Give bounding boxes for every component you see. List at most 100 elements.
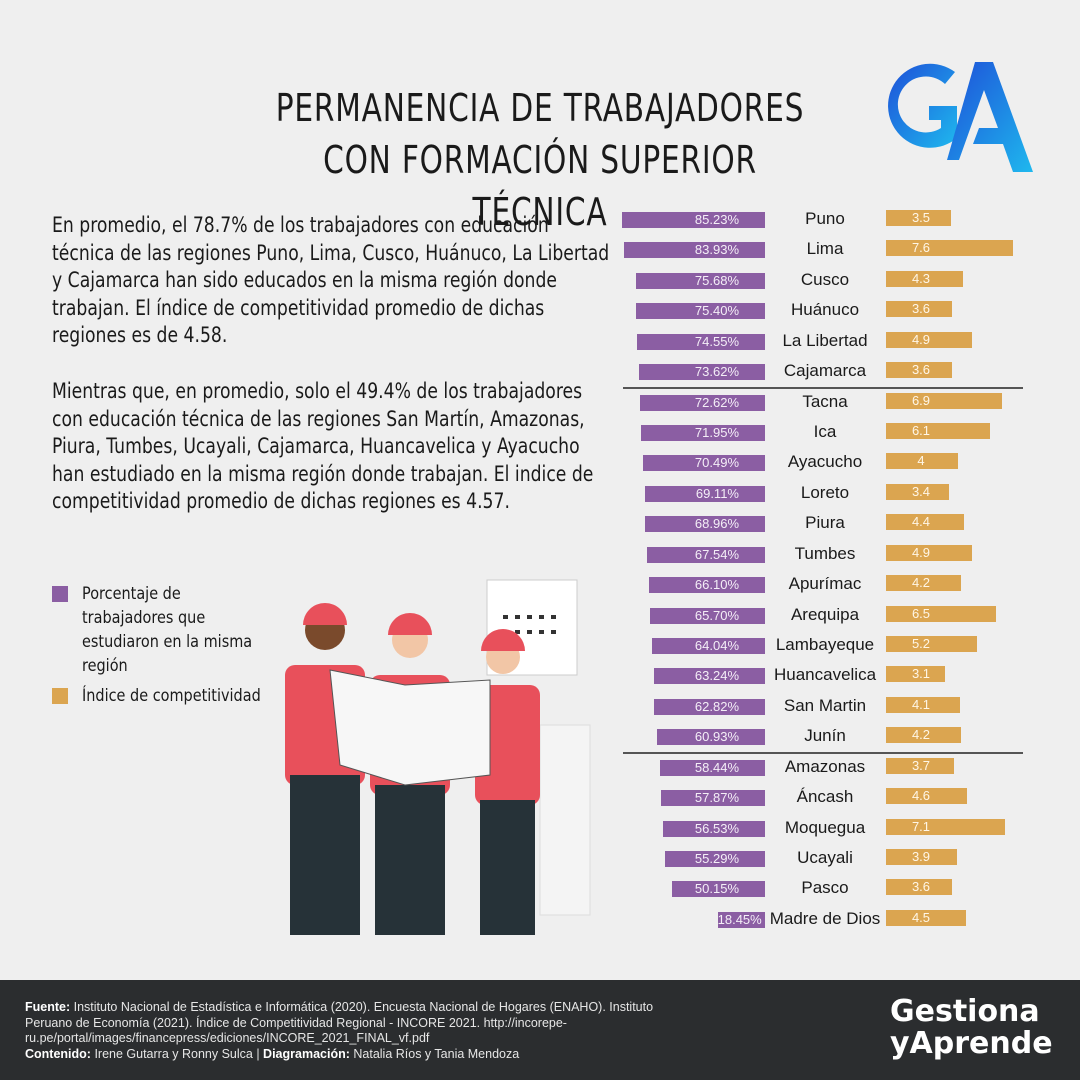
chart-row: 72.62% Tacna 6.9 [600,391,1060,413]
competitiveness-value: 3.6 [911,362,931,378]
competitiveness-value: 3.9 [911,849,931,865]
percentage-bar: 62.82% [654,698,765,715]
region-label: La Libertad [782,330,868,350]
chart-row: 69.11% Loreto 3.4 [600,482,1060,504]
competitiveness-value: 4.9 [911,331,931,347]
chart-row: 63.24% Huancavelica 3.1 [600,665,1060,686]
chart-row: 62.82% San Martin 4.1 [600,695,1060,717]
competitiveness-bar: 4.2 [886,727,962,744]
brand-line-1: Gestiona [890,994,1040,1029]
chart-row: 74.55% La Libertad 4.9 [600,330,1060,352]
percentage-bar: 56.53% [663,820,765,837]
chart-row: 71.95% Ica 6.1 [600,422,1060,443]
chart-row: 50.15% Pasco 3.6 [600,878,1060,899]
group-separator [623,387,1023,389]
percentage-bar: 18.45% [717,911,765,928]
competitiveness-value: 4 [917,453,925,469]
region-label: Tacna [802,391,848,411]
region-label: Ucayali [797,848,853,868]
competitiveness-value: 6.9 [911,392,931,408]
percentage-bar: 58.44% [660,759,765,776]
legend: Porcentaje de trabajadores que estudiaro… [52,582,302,714]
content-label: Contenido: [25,1046,91,1061]
competitiveness-bar: 4.9 [886,331,972,348]
percentage-bar: 75.68% [635,272,765,289]
legend-swatch-purple [52,586,68,602]
percentage-bar: 63.24% [653,668,765,685]
competitiveness-bar: 3.6 [886,301,953,318]
chart-row: 60.93% Junín 4.2 [600,726,1060,747]
competitiveness-bar: 4.2 [886,575,962,592]
brand-logo: Gestiona yAprende [890,996,1053,1060]
competitiveness-value: 5.2 [911,636,931,652]
competitiveness-value: 3.6 [911,879,931,895]
legend-label: Porcentaje de trabajadores que estudiaro… [82,584,253,676]
source-label: Fuente: [25,1000,71,1014]
page-title: PERMANENCIA DE TRABAJADORES CON FORMACIÓ… [275,82,805,238]
title-line-1: PERMANENCIA DE TRABAJADORES [275,86,805,130]
chart-row: 58.44% Amazonas 3.7 [600,756,1060,778]
layout-label: Diagramación: [263,1046,350,1061]
region-label: Apurímac [788,574,862,594]
competitiveness-bar: 5.2 [886,636,977,653]
competitiveness-bar: 7.1 [886,818,1006,835]
chart-row: 68.96% Piura 4.4 [600,513,1060,534]
percentage-bar: 68.96% [645,516,765,533]
competitiveness-bar: 6.1 [886,423,991,439]
region-label: Áncash [796,787,854,807]
competitiveness-bar: 4.1 [886,696,960,713]
region-label: San Martin [783,695,867,715]
competitiveness-value: 3.6 [911,301,931,317]
region-label: Loreto [800,482,850,502]
layout-value: Natalia Ríos y Tania Mendoza [349,1046,520,1061]
region-label: Amazonas [784,756,866,776]
content-value: Irene Gutarra y Ronny Sulca | [90,1046,264,1061]
ga-logo [888,62,1033,172]
chart-row: 83.93% Lima 7.6 [600,239,1060,260]
competitiveness-value: 4.5 [911,909,931,925]
region-label: Ica [813,422,837,441]
competitiveness-bar: 3.9 [886,849,957,866]
competitiveness-value: 3.4 [911,483,931,499]
competitiveness-bar: 4.4 [886,514,965,531]
chart-row: 66.10% Apurímac 4.2 [600,574,1060,595]
percentage-bar: 60.93% [656,729,765,746]
competitiveness-value: 4.1 [911,696,931,712]
region-label: Moquegua [784,817,866,837]
region-label: Arequipa [790,604,860,624]
percentage-bar: 50.15% [672,881,765,898]
percentage-bar: 66.10% [649,577,765,594]
competitiveness-bar: 3.7 [886,757,954,774]
workers-illustration [285,579,591,935]
legend-item-percentage: Porcentaje de trabajadores que estudiaro… [52,582,302,678]
region-label: Huánuco [790,300,860,320]
chart-row: 67.54% Tumbes 4.9 [600,544,1060,565]
percentage-bar: 72.62% [640,394,765,411]
competitiveness-bar: 4.6 [886,788,968,805]
competitiveness-value: 6.5 [911,605,931,621]
summary-paragraph-1: En promedio, el 78.7% de los trabajadore… [52,213,610,347]
competitiveness-bar: 7.6 [886,240,1013,257]
region-label: Cajamarca [783,361,867,381]
chart-row: 18.45% Madre de Dios 4.5 [600,909,1060,930]
region-label: Piura [805,513,845,533]
legend-item-competitiveness: Índice de competitividad [52,684,302,708]
legend-label: Índice de competitividad [82,686,261,706]
chart-row: 57.87% Áncash 4.6 [600,787,1060,808]
region-label: Huancavelica [773,665,877,685]
summary-paragraph-2: Mientras que, en promedio, solo el 49.4%… [52,379,594,513]
region-label: Lambayeque [775,635,875,655]
competitiveness-value: 7.6 [911,240,931,256]
competitiveness-value: 6.1 [911,423,931,438]
percentage-bar: 71.95% [641,425,765,441]
competitiveness-bar: 3.6 [886,879,953,896]
chart-row: 55.29% Ucayali 3.9 [600,848,1060,869]
title-line-2: CON FORMACIÓN SUPERIOR TÉCNICA [323,138,757,234]
competitiveness-value: 3.1 [911,666,931,682]
chart-row: 65.70% Arequipa 6.5 [600,604,1060,626]
competitiveness-value: 3.5 [911,210,931,225]
competitiveness-bar: 3.6 [886,362,953,379]
percentage-bar: 75.40% [636,303,765,320]
competitiveness-value: 7.1 [911,818,931,834]
competitiveness-value: 4.3 [911,270,931,286]
